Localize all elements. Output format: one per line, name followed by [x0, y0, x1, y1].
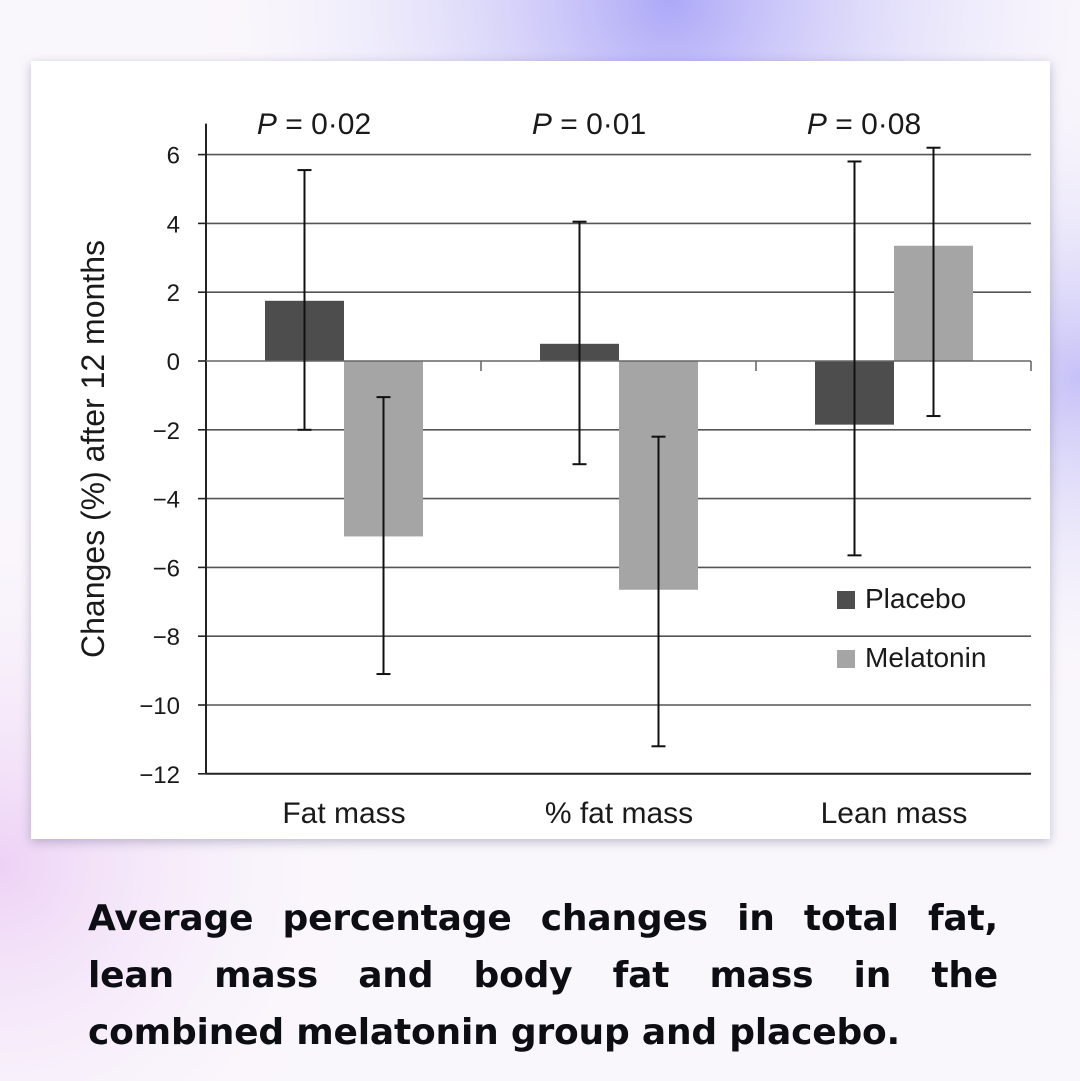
p-value-label: P = 0·08 — [807, 108, 921, 141]
legend-swatch-placebo — [837, 591, 855, 609]
bar-chart: 6 4 2 0 −2 −4 −6 −8 −10 −12 Fat mass % fat mass Lean… — [75, 108, 1032, 830]
legend-label-melatonin: Melatonin — [865, 642, 986, 673]
legend-label-placebo: Placebo — [865, 583, 966, 614]
p-value-label: P = 0·01 — [532, 108, 646, 141]
p-value-prefix: P — [532, 108, 552, 141]
chart-card: 6 4 2 0 −2 −4 −6 −8 −10 −12 Fat mass % fat mass Lean… — [31, 61, 1050, 839]
y-tick-label: −6 — [153, 555, 180, 582]
p-value-text: = 0·08 — [827, 108, 921, 141]
p-value-label: P = 0·02 — [257, 108, 371, 141]
figure-caption: Average percentage changes in total fat,… — [88, 898, 998, 1053]
category-label: Fat mass — [282, 797, 405, 830]
p-value-prefix: P — [257, 108, 277, 141]
y-tick-label: 2 — [167, 280, 180, 307]
y-tick-label: 0 — [167, 349, 180, 376]
y-axis-label: Changes (%) after 12 months — [75, 240, 111, 658]
y-tick-label: 4 — [167, 211, 180, 238]
category-label: Lean mass — [821, 797, 968, 830]
y-tick-label: −4 — [153, 487, 180, 514]
y-tick-label: −10 — [139, 693, 180, 720]
p-value-prefix: P — [807, 108, 827, 141]
p-value-text: = 0·02 — [277, 108, 371, 141]
category-label: % fat mass — [545, 797, 693, 830]
y-tick-label: −12 — [139, 762, 180, 789]
y-tick-label: −2 — [153, 418, 180, 445]
p-value-text: = 0·01 — [552, 108, 646, 141]
y-tick-label: 6 — [167, 143, 180, 170]
y-tick-label: −8 — [153, 624, 180, 651]
legend-swatch-melatonin — [837, 650, 855, 668]
